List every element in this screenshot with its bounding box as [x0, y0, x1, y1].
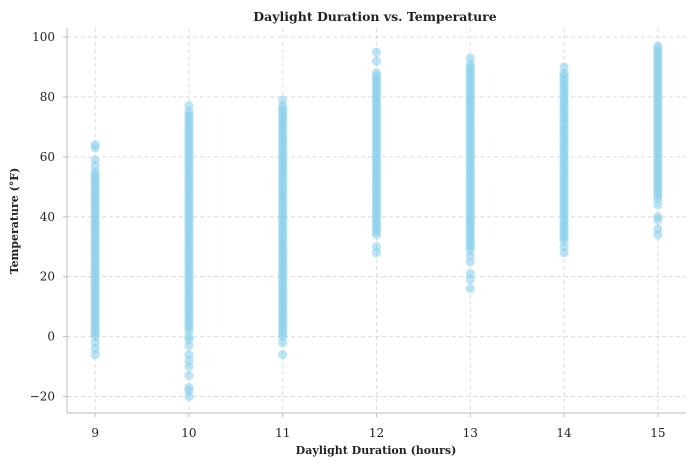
x-tick-label: 15 [650, 426, 665, 440]
x-tick-label: 14 [556, 426, 572, 440]
data-point [184, 370, 194, 381]
data-point [184, 101, 194, 111]
data-point [90, 155, 100, 165]
data-point [559, 62, 569, 72]
data-point [371, 68, 382, 78]
tick-labels: 9 10 11 12 13 14 15 −20 0 20 40 60 80 100 [30, 30, 666, 440]
data-point [653, 41, 663, 51]
data-point [184, 349, 194, 360]
data-point [278, 95, 288, 105]
data-point [371, 56, 382, 66]
data-point [371, 47, 382, 57]
y-axis-title: Temperature (°F) [8, 168, 21, 275]
data-point [465, 53, 475, 63]
data-point [653, 224, 663, 234]
data-points [90, 41, 663, 402]
chart-title: Daylight Duration vs. Temperature [253, 9, 496, 24]
x-tick-label: 13 [463, 426, 478, 440]
data-point [90, 140, 100, 150]
y-tick-label: 0 [47, 330, 55, 344]
y-tick-label: 100 [32, 30, 55, 44]
x-tick-label: 11 [275, 426, 290, 440]
data-point [465, 269, 475, 279]
x-tick-label: 10 [181, 426, 196, 440]
data-point [278, 349, 288, 360]
y-tick-label: −20 [30, 390, 55, 404]
data-point [653, 212, 663, 222]
y-tick-label: 40 [40, 210, 55, 224]
y-tick-label: 20 [40, 270, 55, 284]
x-tick-label: 12 [369, 426, 384, 440]
x-tick-label: 9 [91, 426, 99, 440]
data-point [371, 242, 382, 252]
y-tick-label: 60 [40, 150, 55, 164]
data-point [465, 284, 475, 294]
x-axis-title: Daylight Duration (hours) [296, 444, 457, 457]
data-point [184, 382, 194, 393]
y-tick-label: 80 [40, 90, 55, 104]
